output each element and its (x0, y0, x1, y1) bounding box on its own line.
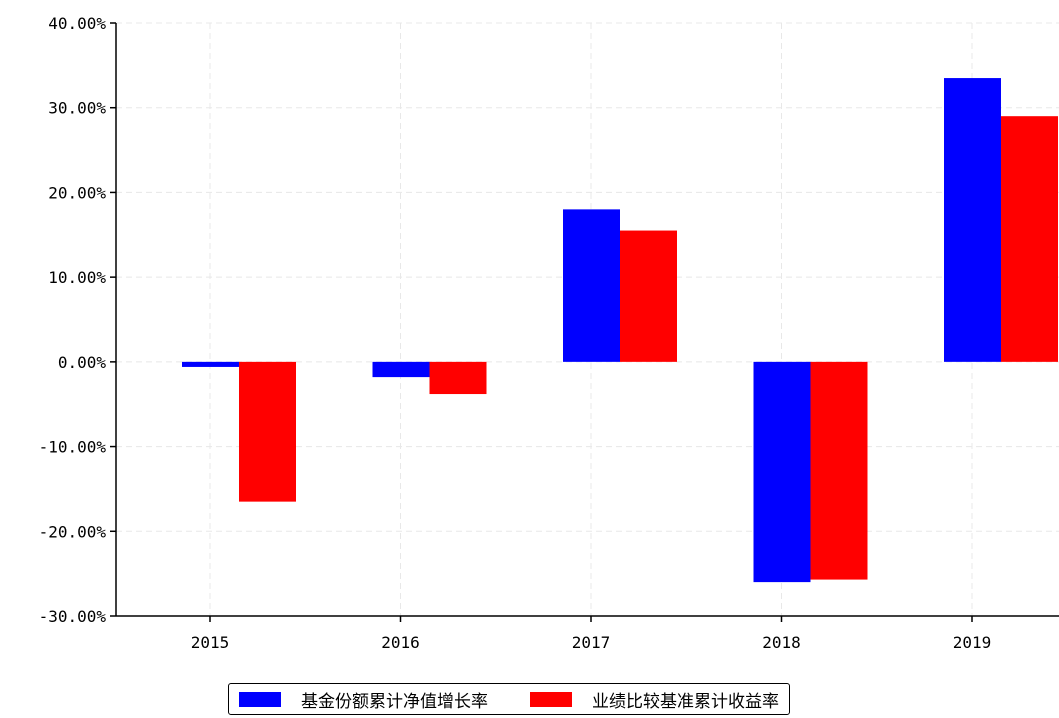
y-tick-label: 20.00% (48, 183, 106, 202)
bars (182, 78, 1058, 583)
legend-label-series-1: 业绩比较基准累计收益率 (592, 691, 779, 712)
x-ticks: 2015 2016 2017 2018 2019 (191, 616, 992, 652)
x-tick-label: 2019 (953, 633, 992, 652)
axes (115, 23, 1059, 617)
y-tick-label: -30.00% (39, 607, 107, 626)
bar-2018-series-0 (753, 361, 811, 583)
legend-label-series-0: 基金份额累计净值增长率 (301, 691, 488, 712)
bar-2015-series-1 (239, 361, 296, 502)
y-tick-label: 0.00% (58, 353, 107, 372)
x-tick-label: 2015 (191, 633, 230, 652)
y-tick-label: 10.00% (48, 268, 106, 287)
legend-item-series-1: 业绩比较基准累计收益率 (530, 687, 779, 712)
x-tick-label: 2018 (762, 633, 801, 652)
legend-swatch-series-1 (530, 691, 572, 707)
y-tick-label: -10.00% (39, 438, 107, 457)
legend-swatch-series-0 (239, 691, 281, 707)
y-tick-label: -20.00% (39, 522, 107, 541)
legend: 基金份额累计净值增长率 业绩比较基准累计收益率 (228, 683, 790, 715)
legend-item-series-0: 基金份额累计净值增长率 (239, 687, 488, 712)
bar-2016-series-1 (429, 361, 487, 395)
bar-2015-series-0 (182, 361, 239, 367)
x-tick-label: 2016 (381, 633, 420, 652)
bar-2017-series-0 (563, 209, 620, 362)
y-tick-label: 40.00% (48, 14, 106, 33)
x-tick-label: 2017 (572, 633, 611, 652)
bar-2016-series-0 (372, 361, 430, 378)
bar-2019-series-1 (1001, 116, 1058, 362)
bar-2018-series-1 (810, 361, 868, 580)
bar-2019-series-0 (944, 78, 1001, 362)
y-ticks: -30.00% -20.00% -10.00% 0.00% 10.00% 20.00% 30… (39, 14, 116, 626)
bar-2017-series-1 (620, 230, 677, 362)
y-tick-label: 30.00% (48, 99, 106, 118)
